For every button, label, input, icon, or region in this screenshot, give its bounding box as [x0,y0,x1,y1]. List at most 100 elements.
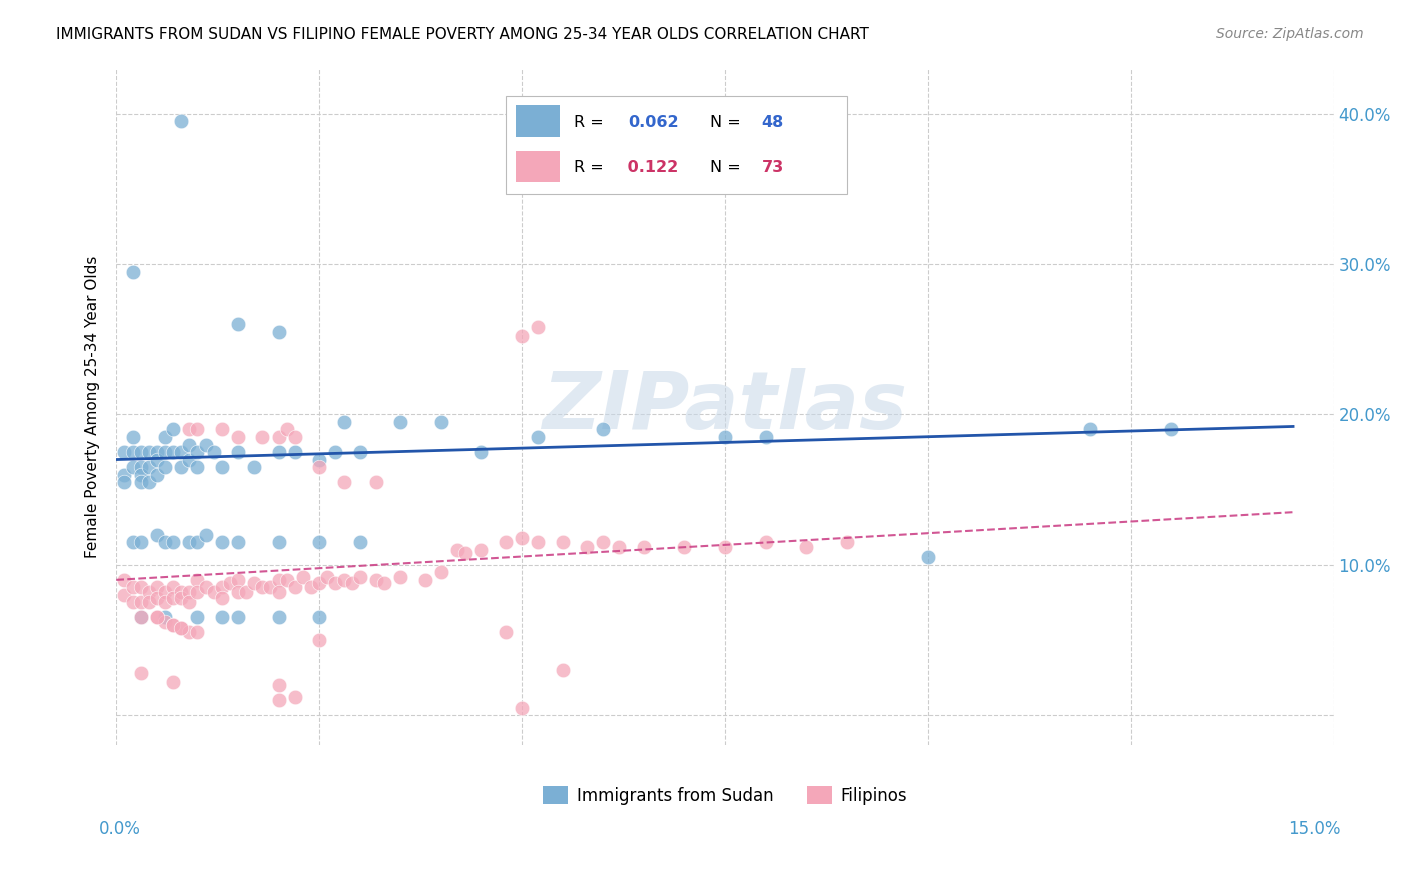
Point [527,535,550,549]
Point [121,535,143,549]
Point [162,675,184,690]
Point [470,542,492,557]
Point [112,573,135,587]
Point [129,445,152,459]
Point [633,540,655,554]
Point [267,430,290,444]
Point [112,475,135,489]
Point [332,573,354,587]
Point [153,595,176,609]
Point [153,585,176,599]
Point [349,535,371,549]
Point [129,580,152,594]
Point [129,610,152,624]
Point [186,535,208,549]
Point [373,575,395,590]
Y-axis label: Female Poverty Among 25-34 Year Olds: Female Poverty Among 25-34 Year Olds [86,256,100,558]
Point [308,575,330,590]
Point [592,422,614,436]
Point [129,535,152,549]
Point [129,610,152,624]
Point [202,445,225,459]
Point [267,445,290,459]
Point [1078,422,1101,436]
Point [308,452,330,467]
Point [121,445,143,459]
Point [162,422,184,436]
Point [153,535,176,549]
Point [714,430,737,444]
Point [470,445,492,459]
Point [146,580,169,594]
Point [121,580,143,594]
Point [153,615,176,629]
Point [138,445,160,459]
Point [510,329,533,343]
Point [146,591,169,605]
Point [714,540,737,554]
Point [146,452,169,467]
Point [276,422,298,436]
Point [267,610,290,624]
Point [349,445,371,459]
Point [129,666,152,681]
Point [495,535,517,549]
Point [389,570,412,584]
Point [284,445,307,459]
Point [592,535,614,549]
Legend: Immigrants from Sudan, Filipinos: Immigrants from Sudan, Filipinos [543,787,907,805]
Point [162,535,184,549]
Point [194,527,217,541]
Point [153,610,176,624]
Point [138,585,160,599]
Point [527,430,550,444]
Point [186,585,208,599]
Point [170,460,193,475]
Point [389,415,412,429]
Point [121,460,143,475]
Point [226,585,249,599]
Point [308,633,330,648]
Point [267,585,290,599]
Point [129,467,152,482]
Point [112,588,135,602]
Point [252,580,274,594]
Point [364,573,387,587]
Point [162,618,184,632]
Point [754,535,776,549]
Point [284,690,307,705]
Point [153,460,176,475]
Point [754,430,776,444]
Point [308,610,330,624]
Point [575,540,598,554]
Point [243,575,266,590]
Point [146,467,169,482]
Point [186,610,208,624]
Point [364,475,387,489]
Point [170,621,193,635]
Point [308,535,330,549]
Point [226,610,249,624]
Point [794,540,817,554]
Point [202,585,225,599]
Point [179,535,201,549]
Point [332,415,354,429]
Point [284,430,307,444]
Point [430,415,453,429]
Text: 15.0%: 15.0% [1288,820,1341,838]
Point [299,580,322,594]
Point [179,585,201,599]
Point [259,580,281,594]
Point [267,535,290,549]
Point [194,437,217,451]
Point [308,460,330,475]
Point [186,573,208,587]
Point [179,625,201,640]
Point [226,573,249,587]
Point [340,575,363,590]
Point [267,678,290,692]
Point [609,540,631,554]
Point [917,550,939,565]
Point [325,575,347,590]
Point [226,317,249,331]
